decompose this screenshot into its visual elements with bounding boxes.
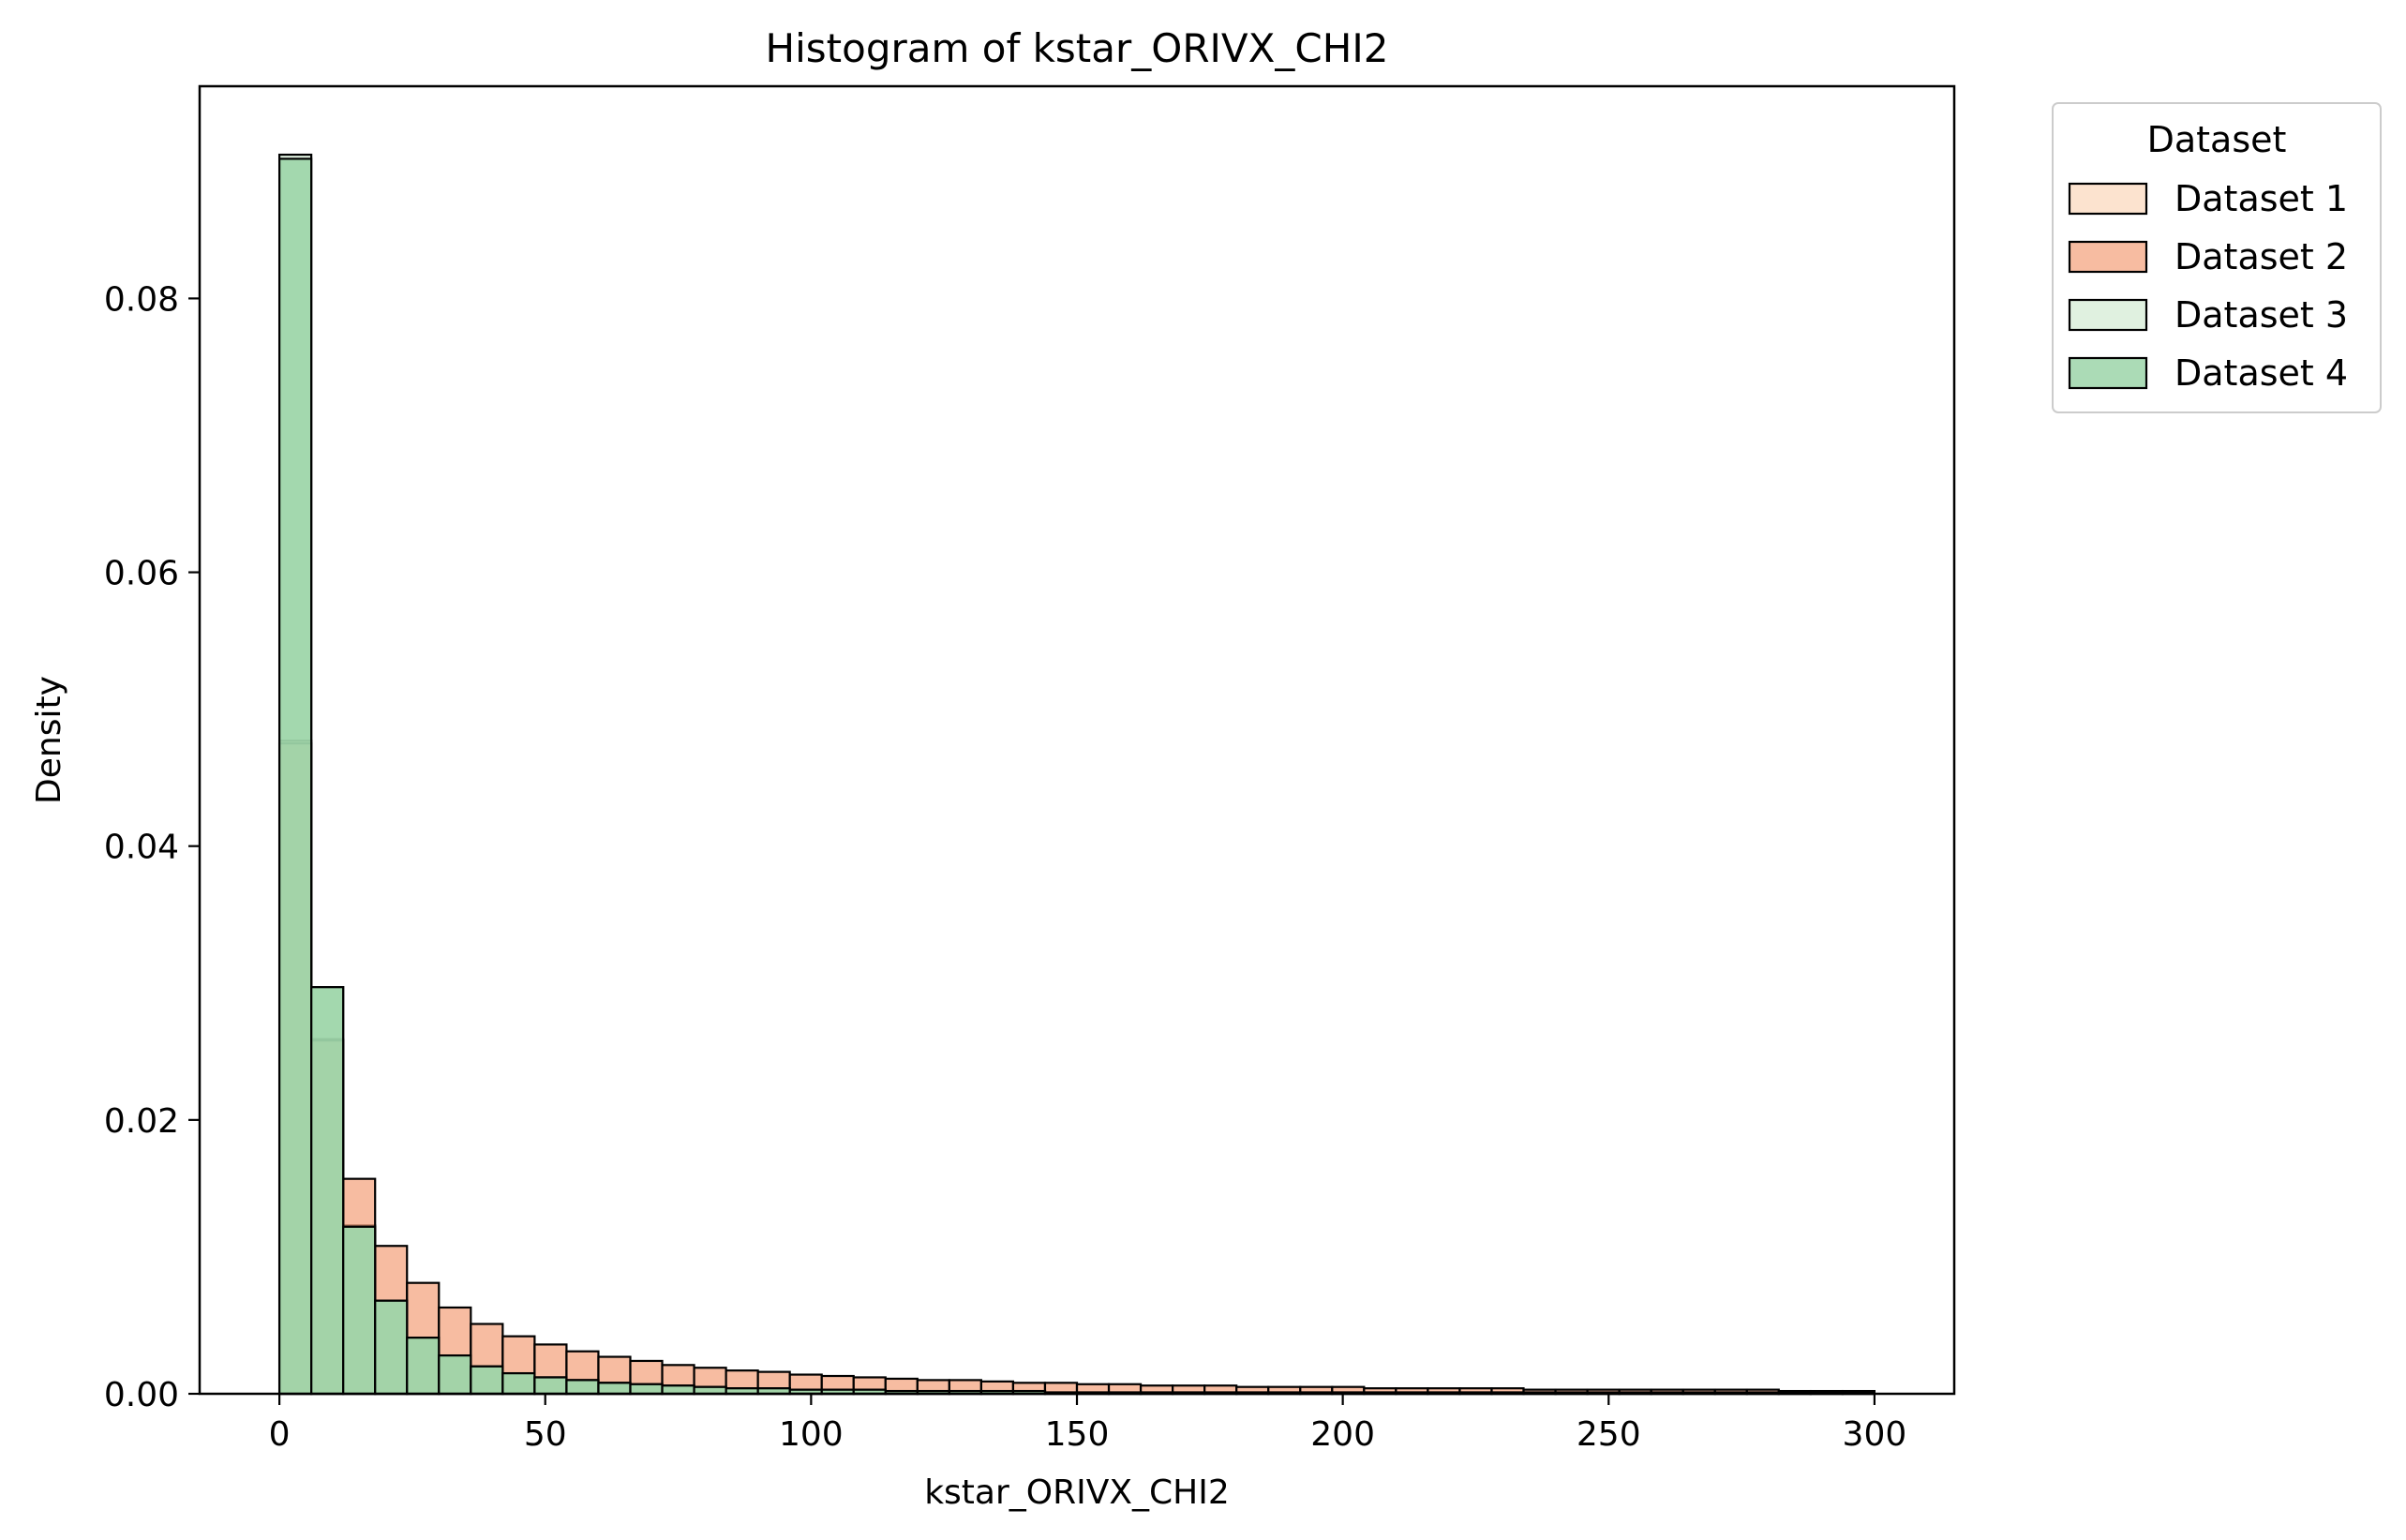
x-tick-label: 300 [1843, 1415, 1907, 1454]
legend-label: Dataset 4 [2174, 352, 2348, 394]
x-tick-label: 100 [779, 1415, 844, 1454]
legend-swatch [2068, 356, 2148, 390]
legend-swatch [2068, 240, 2148, 274]
legend-item: Dataset 1 [2068, 178, 2348, 219]
x-axis-ticks: 0 50 100 150 200 250 300 [269, 1394, 1907, 1454]
bar [470, 1365, 504, 1396]
bar [374, 1299, 409, 1396]
y-tick-label: 0.08 [104, 280, 179, 319]
y-tick-label: 0.02 [104, 1102, 179, 1141]
legend-item: Dataset 4 [2068, 352, 2348, 394]
bar [342, 1225, 377, 1396]
x-tick-label: 150 [1045, 1415, 1110, 1454]
legend-items: Dataset 1 Dataset 2 Dataset 3 Dataset 4 [2068, 178, 2348, 394]
y-axis-ticks: 0.00 0.02 0.04 0.06 0.08 [104, 280, 200, 1414]
bar [277, 157, 313, 1396]
x-axis-label: kstar_ORIVX_CHI2 [924, 1473, 1230, 1512]
bar [533, 1376, 568, 1396]
bar [501, 1371, 536, 1396]
legend-swatch [2068, 182, 2148, 216]
bar [597, 1382, 632, 1396]
bar [661, 1384, 695, 1396]
legend-label: Dataset 2 [2174, 236, 2348, 277]
legend-label: Dataset 3 [2174, 294, 2348, 336]
bars-layer [277, 153, 1876, 1396]
x-tick-label: 250 [1577, 1415, 1641, 1454]
x-tick-label: 200 [1310, 1415, 1375, 1454]
bar [629, 1383, 664, 1396]
x-tick-label: 50 [524, 1415, 567, 1454]
legend-swatch [2068, 298, 2148, 332]
bar [438, 1353, 472, 1396]
bar [310, 986, 345, 1396]
y-tick-label: 0.06 [104, 555, 179, 593]
bar [565, 1379, 600, 1396]
y-tick-label: 0.04 [104, 829, 179, 867]
legend-box [2052, 102, 2382, 413]
legend-label: Dataset 1 [2174, 178, 2348, 219]
y-tick-label: 0.00 [104, 1376, 179, 1414]
chart-title: Histogram of kstar_ORIVX_CHI2 [766, 25, 1389, 71]
legend-item: Dataset 2 [2068, 236, 2348, 277]
x-tick-label: 0 [269, 1415, 291, 1454]
y-axis-label: Density [30, 676, 68, 804]
bar [406, 1337, 441, 1396]
legend-title: Dataset [2147, 119, 2287, 160]
legend-item: Dataset 3 [2068, 294, 2348, 336]
